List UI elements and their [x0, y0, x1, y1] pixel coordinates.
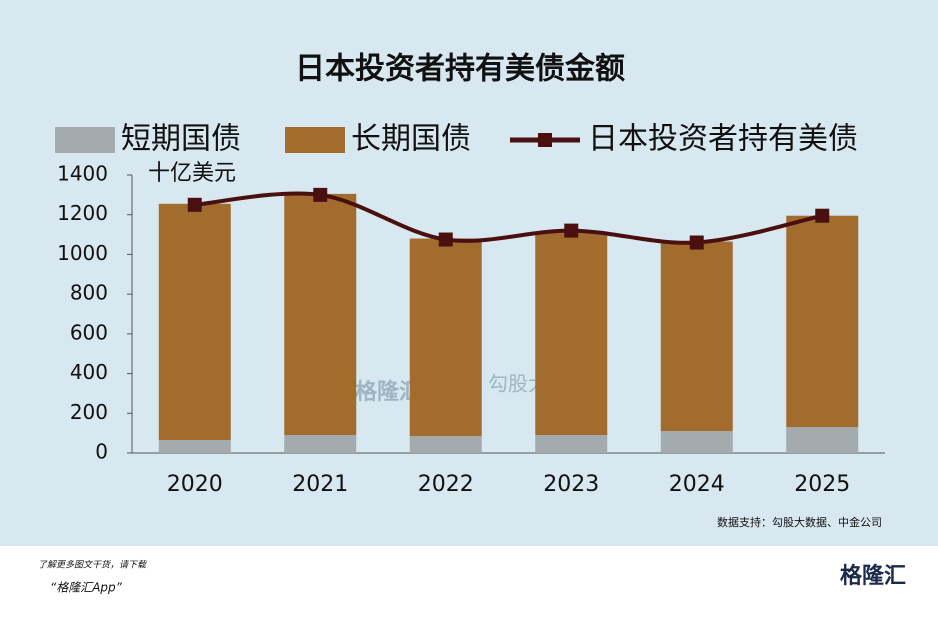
- line-marker: [689, 235, 704, 250]
- line-marker: [313, 187, 328, 202]
- y-tick-label: 1000: [57, 241, 108, 265]
- x-tick-label: 2023: [543, 472, 599, 497]
- bar: [158, 440, 231, 453]
- bar: [284, 435, 357, 453]
- bar: [535, 435, 608, 453]
- y-tick-label: 1400: [57, 162, 108, 186]
- line-marker: [564, 223, 579, 238]
- line-marker: [815, 208, 830, 223]
- legend-marker: [538, 133, 552, 147]
- x-tick-label: 2021: [292, 472, 348, 497]
- y-tick-label: 800: [70, 281, 108, 305]
- bar: [409, 436, 482, 453]
- y-tick-label: 600: [70, 320, 108, 344]
- source: 数据支持：勾股大数据、中金公司: [717, 515, 882, 529]
- bar: [660, 431, 733, 453]
- x-tick-label: 2020: [167, 472, 223, 497]
- bar: [284, 193, 357, 436]
- y-tick-label: 400: [70, 360, 108, 384]
- legend-label: 长期国债: [351, 122, 471, 157]
- bar: [786, 215, 859, 428]
- chart-title: 日本投资者持有美债金额: [295, 52, 625, 87]
- y-tick-label: 0: [95, 440, 108, 464]
- x-tick-label: 2025: [794, 472, 850, 497]
- line-marker: [187, 197, 202, 212]
- footer-app: “格隆汇App”: [50, 581, 123, 595]
- unit-label: 十亿美元: [148, 161, 236, 186]
- bar: [660, 241, 733, 432]
- x-tick-label: 2022: [418, 472, 474, 497]
- bar: [535, 231, 608, 436]
- bar: [158, 203, 231, 441]
- legend-label: 日本投资者持有美债: [588, 122, 858, 157]
- line-marker: [438, 232, 453, 247]
- bar: [409, 238, 482, 437]
- legend-label: 短期国债: [121, 122, 241, 157]
- line: [194, 191, 823, 245]
- bar: [786, 427, 859, 453]
- logo: 格隆汇: [840, 563, 906, 589]
- legend-swatch: [55, 127, 115, 153]
- y-tick-label: 1200: [57, 201, 108, 225]
- legend-swatch: [285, 127, 345, 153]
- footer-promo: 了解更多图文干货，请下载: [38, 560, 147, 571]
- x-tick-label: 2024: [669, 472, 725, 497]
- y-tick-label: 200: [70, 400, 108, 424]
